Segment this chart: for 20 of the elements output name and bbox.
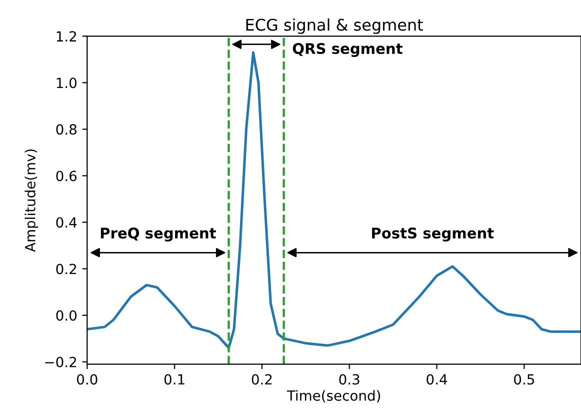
annotation: PostS segment	[372, 228, 494, 242]
y-tick-label: −0.2	[45, 356, 76, 368]
x-tick-label: 0.5	[514, 374, 534, 385]
x-tick-label: 0.0	[77, 374, 98, 385]
y-tick-label: 0.8	[56, 124, 76, 135]
x-tick-label: 0.2	[252, 374, 272, 385]
annotation: PreQ segment	[100, 228, 216, 242]
y-tick-label: 0.2	[56, 264, 76, 274]
y-tick-label: 1.0	[56, 78, 77, 88]
x-axis-title: Time(second)	[286, 390, 380, 402]
chart-title: ECG signal & segment	[246, 18, 423, 34]
x-tick-label: 0.1	[164, 374, 184, 385]
y-tick-label: 0.4	[56, 217, 77, 228]
x-tick-label: 0.4	[426, 374, 448, 385]
annotation: QRS segment	[292, 43, 402, 57]
y-axis-title: Amplitude(mv)	[24, 149, 38, 252]
x-tick-label: 0.3	[339, 374, 360, 385]
y-tick-label: 1.2	[56, 31, 76, 42]
y-tick-label: 0.0	[56, 310, 77, 321]
y-tick-label: 0.6	[56, 170, 77, 182]
